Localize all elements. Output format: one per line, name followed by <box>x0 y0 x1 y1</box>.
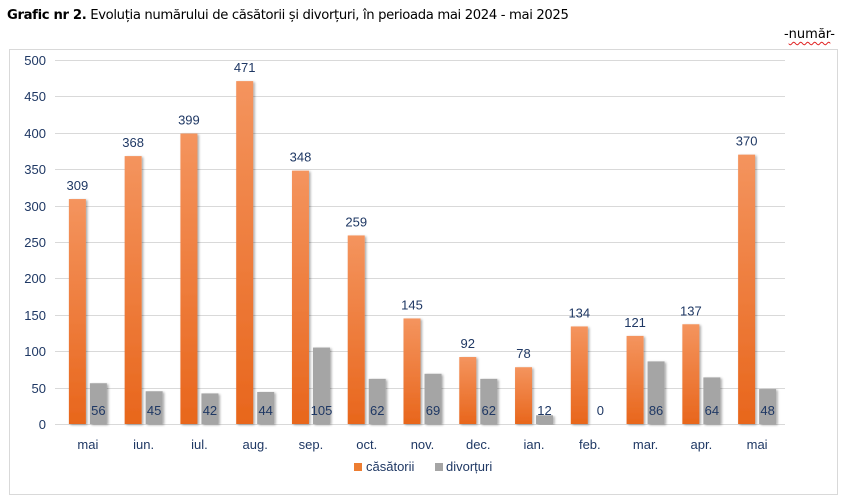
bar-casatorii <box>403 318 421 424</box>
chart-title-text: Evoluția numărului de căsătorii și divor… <box>86 8 569 23</box>
data-label-casatorii: 134 <box>568 305 590 320</box>
bar-divorturi <box>201 393 219 424</box>
chart-title: Grafic nr 2. Evoluția numărului de căsăt… <box>7 8 569 23</box>
legend-swatch-divorturi <box>435 463 443 471</box>
bar-casatorii <box>738 154 756 424</box>
bar-divorturi <box>312 347 330 424</box>
bar-divorturi <box>424 373 442 424</box>
bar-divorturi <box>480 378 498 424</box>
data-label-divorturi: 56 <box>91 403 105 418</box>
bar-divorturi <box>368 378 386 424</box>
data-label-divorturi: 62 <box>482 403 496 418</box>
bar-casatorii <box>459 357 477 424</box>
chart-frame <box>9 49 838 495</box>
y-tick-label: 300 <box>24 199 46 214</box>
data-label-divorturi: 62 <box>370 403 384 418</box>
bar-casatorii <box>515 367 533 424</box>
chart-title-prefix: Grafic nr 2. <box>7 8 87 23</box>
bar-casatorii <box>682 324 700 424</box>
bar-casatorii <box>124 156 142 424</box>
x-tick-label: oct. <box>356 437 377 452</box>
data-label-casatorii: 259 <box>345 214 367 229</box>
data-label-divorturi: 0 <box>597 403 604 418</box>
data-labels: 309 56 368 45 399 42 471 44 348 105 259 62 145 69 92 62… <box>67 60 775 418</box>
bar-divorturi <box>145 391 163 424</box>
x-tick-label: iul. <box>191 437 208 452</box>
bar-casatorii <box>291 170 309 424</box>
x-tick-label: feb. <box>579 437 601 452</box>
x-tick-label: mar. <box>633 437 658 452</box>
unit-word: număr <box>788 27 831 42</box>
x-axis-labels: mai iun. iul. aug. sep. oct. nov. dec. ian. feb. m… <box>77 437 767 452</box>
y-tick-label: 100 <box>24 344 46 359</box>
legend-label-divorturi: divorțuri <box>446 459 492 474</box>
data-label-casatorii: 399 <box>178 113 200 128</box>
x-tick-label: ian. <box>524 437 545 452</box>
y-tick-label: 50 <box>32 381 46 396</box>
y-tick-label: 200 <box>24 271 46 286</box>
data-label-divorturi: 86 <box>649 403 663 418</box>
x-tick-label: iun. <box>133 437 154 452</box>
bar-divorturi <box>89 383 107 424</box>
data-label-casatorii: 309 <box>67 178 89 193</box>
x-tick-label: nov. <box>411 437 435 452</box>
bar-divorturi <box>759 389 777 424</box>
data-label-divorturi: 45 <box>147 403 161 418</box>
data-label-casatorii: 348 <box>290 150 312 165</box>
bar-divorturi <box>647 361 665 424</box>
data-label-casatorii: 145 <box>401 297 423 312</box>
unit-dash-right: - <box>830 27 835 42</box>
y-tick-label: 450 <box>24 89 46 104</box>
y-tick-label: 250 <box>24 235 46 250</box>
x-tick-label: aug. <box>243 437 268 452</box>
bar-casatorii <box>180 133 198 424</box>
bars <box>68 81 777 424</box>
y-tick-label: 400 <box>24 126 46 141</box>
bar-divorturi <box>257 391 275 424</box>
data-label-divorturi: 12 <box>537 403 551 418</box>
y-tick-label: 150 <box>24 308 46 323</box>
data-label-casatorii: 368 <box>122 135 144 150</box>
data-label-casatorii: 92 <box>461 336 475 351</box>
y-tick-label: 0 <box>39 417 46 432</box>
unit-label: -număr- <box>784 27 835 42</box>
bar-divorturi <box>536 415 554 424</box>
data-label-divorturi: 42 <box>203 403 217 418</box>
data-label-casatorii: 121 <box>624 315 646 330</box>
gridlines <box>55 60 785 425</box>
bar-casatorii <box>347 235 365 424</box>
x-tick-label: mai <box>77 437 98 452</box>
legend: căsătorii divorțuri <box>354 459 492 474</box>
x-tick-label: mai <box>747 437 768 452</box>
data-label-divorturi: 105 <box>311 403 333 418</box>
x-tick-label: dec. <box>466 437 491 452</box>
x-tick-label: sep. <box>299 437 324 452</box>
unit-dash-left: - <box>783 27 789 42</box>
data-label-divorturi: 64 <box>705 403 719 418</box>
bar-divorturi <box>703 377 721 424</box>
y-tick-label: 500 <box>24 53 46 68</box>
data-label-casatorii: 137 <box>680 303 702 318</box>
data-label-divorturi: 69 <box>426 403 440 418</box>
bar-casatorii <box>626 335 644 424</box>
legend-swatch-casatorii <box>354 463 362 471</box>
data-label-divorturi: 44 <box>258 403 272 418</box>
x-tick-label: apr. <box>691 437 713 452</box>
legend-label-casatorii: căsătorii <box>366 459 415 474</box>
data-label-casatorii: 370 <box>736 134 758 149</box>
data-label-divorturi: 48 <box>760 403 774 418</box>
y-tick-label: 350 <box>24 162 46 177</box>
data-label-casatorii: 471 <box>234 60 256 75</box>
y-axis-ticks: 0 50 100 150 200 250 300 350 400 450 500 <box>24 53 46 432</box>
bar-casatorii <box>236 81 254 424</box>
bar-casatorii <box>68 199 86 424</box>
bar-casatorii <box>570 326 588 424</box>
data-label-casatorii: 78 <box>516 346 530 361</box>
